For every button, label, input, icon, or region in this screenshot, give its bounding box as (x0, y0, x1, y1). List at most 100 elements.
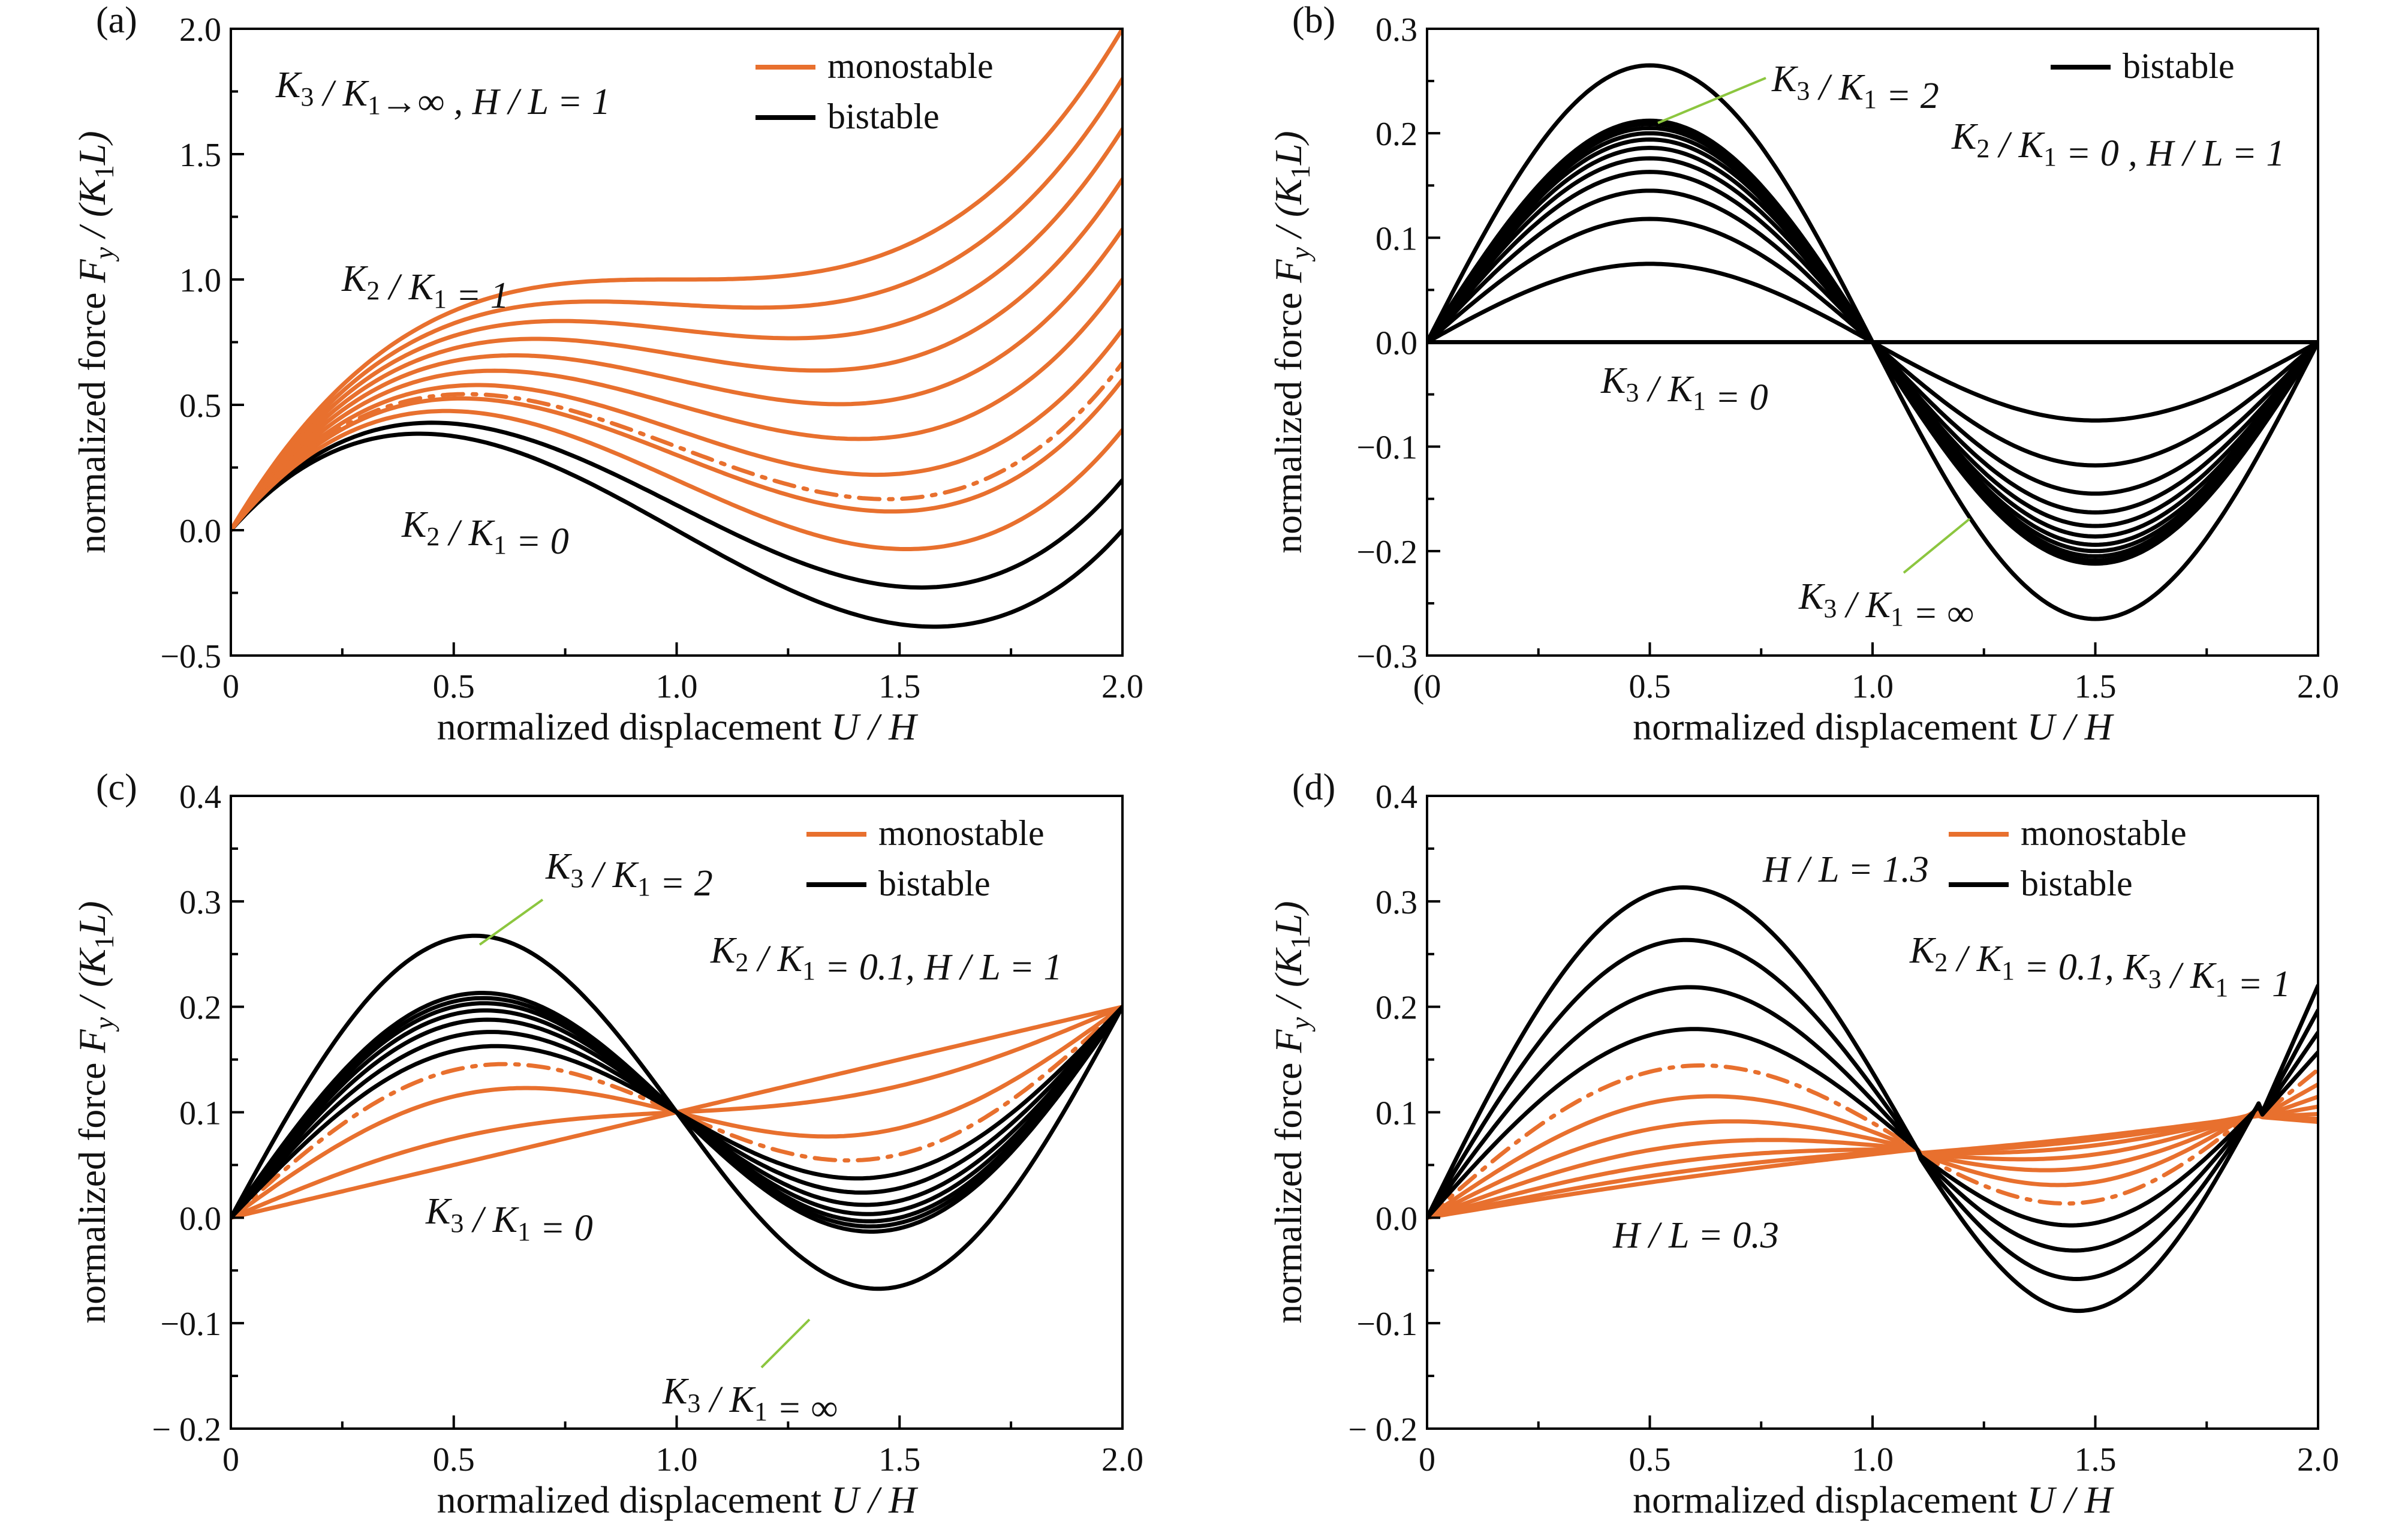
annotation-hl-low: H / L = 0.3 (1612, 1215, 1779, 1256)
y-tick-label: −0.2 (1356, 534, 1417, 571)
series-line-5 (1427, 1095, 2318, 1220)
legend-label-bistable: bistable (878, 864, 991, 903)
y-tick-label: 0.1 (179, 1095, 221, 1132)
x-tick-label: (0 (1413, 668, 1441, 705)
series-line-3 (1427, 1111, 2318, 1220)
panel-c: 0 0.5 1.0 1.5 2.0 − 0.2 −0.1 0.0 0.1 0.2 0.3 0.4 nor… (71, 767, 1143, 1521)
series-line-3 (231, 408, 1122, 551)
y-tick-label: 0.3 (1375, 884, 1417, 921)
annotation-leader-line (1657, 77, 1766, 124)
series-line-2 (1427, 1112, 2318, 1220)
x-tick-label: 2.0 (2297, 1441, 2339, 1478)
annotation-k2-low: K2 / K1 = 0 (401, 504, 569, 562)
annotation-k2-high: K2 / K1 = 1 (341, 258, 509, 316)
annotation-leader-line (478, 898, 544, 946)
series-group (231, 933, 1122, 1291)
y-tick-label: 0.2 (1375, 116, 1417, 153)
y-tick-label: 0.3 (1375, 11, 1417, 49)
series-line-11 (231, 77, 1122, 533)
y-tick-label: 1.0 (179, 262, 221, 299)
y-tick-label: − 0.2 (152, 1411, 221, 1448)
y-tick-label: 0.0 (179, 1200, 221, 1237)
panel-label: (c) (96, 767, 137, 808)
y-tick-label: 0.0 (179, 513, 221, 550)
y-tick-label: −0.1 (160, 1306, 221, 1343)
x-tick-label: 1.0 (656, 1441, 698, 1478)
series-line-11 (1427, 885, 2318, 1313)
panel-a: 0 0.5 1.0 1.5 2.0 −0.5 0.0 0.5 1.0 1.5 2.0 normaliz… (71, 0, 1143, 748)
series-line-7 (231, 277, 1122, 533)
annotation-leader-line (1903, 518, 1971, 574)
x-tick-label: 1.5 (878, 668, 920, 705)
series-line-4 (1427, 1104, 2318, 1220)
series-line-10 (231, 127, 1122, 533)
series-line-4 (231, 1005, 1122, 1220)
x-tick-label: 0 (1419, 1441, 1435, 1478)
panel-label: (b) (1292, 0, 1335, 41)
series-line-2 (231, 420, 1122, 590)
y-tick-label: 1.5 (179, 137, 221, 174)
legend-label-bistable: bistable (2021, 864, 2133, 903)
x-axis-label: normalized displacement U / H (437, 705, 919, 748)
series-line-9 (1427, 985, 2318, 1253)
panel-d: 0 0.5 1.0 1.5 2.0 − 0.2 −0.1 0.0 0.1 0.2 0.3 0.4 nor… (1267, 767, 2339, 1521)
x-tick-label: 1.0 (1852, 668, 1894, 705)
condition-note: K3 / K1→∞ , H / L = 1 (275, 65, 610, 122)
series-group (231, 29, 1122, 629)
annotation-leader-line (760, 1318, 811, 1369)
series-line-9 (231, 177, 1122, 533)
y-tick-label: −0.5 (160, 638, 221, 675)
series-line-10 (1427, 937, 2318, 1281)
condition-note: K2 / K1 = 0.1, H / L = 1 (710, 930, 1062, 988)
annotation-k3-2: K3 / K1 = 2 (545, 846, 713, 904)
series-line-12 (231, 29, 1122, 533)
y-tick-label: 0.1 (1375, 1095, 1417, 1132)
x-axis-label: normalized displacement U / H (437, 1478, 919, 1521)
series-line-6 (1427, 1082, 2318, 1220)
y-tick-label: −0.1 (1356, 1306, 1417, 1343)
y-tick-label: 0.1 (1375, 220, 1417, 257)
y-tick-label: 0.0 (1375, 325, 1417, 362)
y-axis-label: normalized force Fy / (K1L) (1267, 901, 1316, 1324)
series-line-5 (231, 360, 1122, 533)
y-tick-label: 0.4 (1375, 778, 1417, 816)
legend-label-monostable: monostable (2021, 813, 2187, 853)
x-tick-label: 2.0 (1101, 668, 1143, 705)
y-tick-label: 0.5 (179, 387, 221, 425)
panel-label: (a) (96, 0, 137, 41)
series-line-8 (1427, 1027, 2318, 1228)
series-line-6 (231, 327, 1122, 533)
series-line-1 (231, 431, 1122, 629)
x-tick-label: 0.5 (1629, 668, 1671, 705)
series-line-7 (1427, 1063, 2318, 1220)
series-group (1427, 63, 2318, 621)
series-line-8 (231, 227, 1122, 533)
x-tick-label: 1.5 (2075, 1441, 2117, 1478)
series-line-13 (1427, 63, 2318, 621)
x-axis-label: normalized displacement U / H (1633, 705, 2115, 748)
y-axis-label: normalized force Fy / (K1L) (71, 901, 119, 1324)
panel-b: (0 0.5 1.0 1.5 2.0 −0.3 −0.2 −0.1 0.0 0.1 0.2 0.3 no… (1267, 0, 2339, 748)
series-line-4 (231, 377, 1122, 533)
annotation-k3-inf: K3 / K1 = ∞ (1798, 576, 1974, 634)
x-tick-label: 0.5 (1629, 1441, 1671, 1478)
legend-label-bistable: bistable (827, 97, 940, 136)
series-line-12 (231, 933, 1122, 1291)
x-tick-label: 0.5 (433, 1441, 475, 1478)
x-tick-label: 1.5 (2075, 668, 2117, 705)
x-tick-label: 0 (222, 668, 239, 705)
y-tick-label: −0.1 (1356, 429, 1417, 467)
legend-label-monostable: monostable (827, 46, 994, 86)
annotation-k3-inf: K3 / K1 = ∞ (662, 1371, 838, 1429)
plot-frame (230, 28, 1124, 657)
y-tick-label: 0.0 (1375, 1200, 1417, 1237)
y-tick-label: 0.2 (179, 990, 221, 1027)
y-tick-label: 0.2 (1375, 990, 1417, 1027)
x-tick-label: 0 (222, 1441, 239, 1478)
y-tick-label: 0.3 (179, 884, 221, 921)
panel-label: (d) (1292, 767, 1335, 808)
annotation-k3-2: K3 / K1 = 2 (1771, 59, 1939, 116)
x-axis-label: normalized displacement U / H (1633, 1478, 2115, 1521)
x-tick-label: 1.5 (878, 1441, 920, 1478)
annotation-k3-0: K3 / K1 = 0 (1600, 360, 1768, 418)
